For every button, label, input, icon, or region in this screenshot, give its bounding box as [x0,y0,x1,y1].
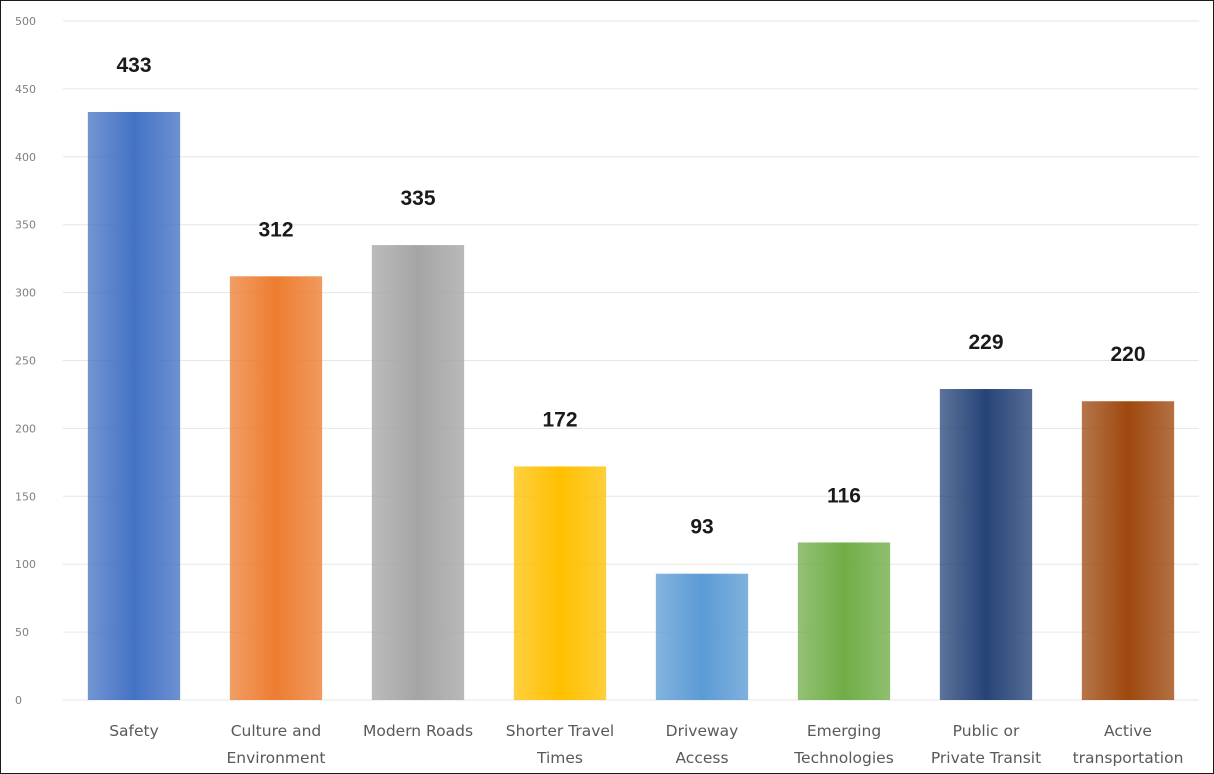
category-label: Times [536,749,583,767]
bar [229,276,323,700]
bar [939,389,1033,700]
category-label: Shorter Travel [506,722,615,740]
bar [513,466,607,700]
data-label: 433 [116,54,151,77]
y-tick-label: 250 [15,355,36,368]
bar [797,542,891,700]
category-label: Technologies [793,749,894,767]
bar [655,573,749,700]
data-label: 116 [827,484,861,507]
category-label: Access [675,749,728,767]
bar [1081,401,1175,700]
category-label: Environment [227,749,326,767]
category-label: Modern Roads [363,722,473,740]
data-label: 229 [968,331,1003,354]
category-label: Private Transit [931,749,1041,767]
data-label: 220 [1110,343,1145,366]
category-label: transportation [1073,749,1184,767]
y-tick-label: 100 [15,558,36,571]
y-tick-label: 400 [15,151,36,164]
y-tick-label: 500 [15,15,36,28]
y-tick-label: 450 [15,83,36,96]
category-label: Public or [953,722,1020,740]
data-label: 93 [690,516,713,539]
y-tick-label: 150 [15,490,36,503]
y-tick-label: 50 [15,626,29,639]
category-label: Emerging [807,722,881,740]
y-tick-label: 350 [15,219,36,232]
y-tick-label: 300 [15,287,36,300]
y-tick-label: 200 [15,422,36,435]
bar [371,245,465,700]
bar [87,111,181,700]
category-label: Safety [109,722,159,740]
y-tick-label: 0 [15,694,22,707]
data-label: 312 [258,218,293,241]
category-label: Driveway [666,722,739,740]
data-label: 172 [542,408,577,431]
category-label: Active [1104,722,1152,740]
data-label: 335 [400,187,435,210]
category-label: Culture and [231,722,322,740]
